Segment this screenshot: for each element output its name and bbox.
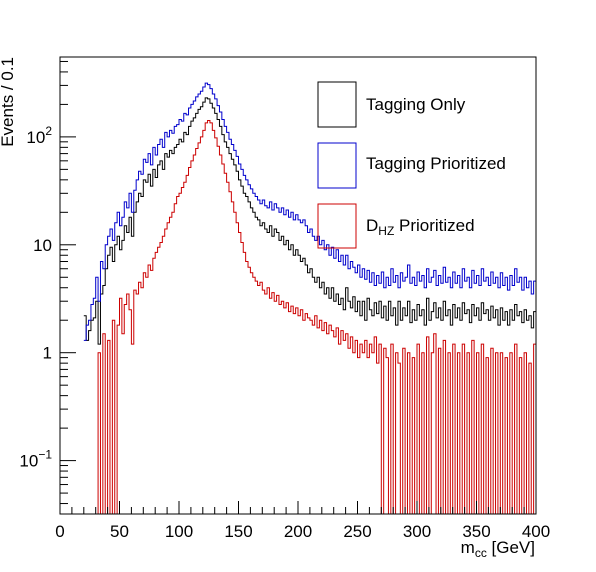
y-tick-label: 10 [33,236,52,255]
x-tick-label: 100 [165,522,193,541]
x-axis-title: mcc [GeV] [461,538,535,560]
x-tick-label: 0 [55,522,64,541]
x-tick-label: 150 [224,522,252,541]
x-tick-label: 200 [284,522,312,541]
legend-label-tagging-prioritized: Tagging Prioritized [366,154,506,173]
x-tick-label: 250 [343,522,371,541]
legend-label-tagging-only: Tagging Only [366,95,466,114]
y-tick-label: 1 [43,344,52,363]
x-tick-label: 300 [403,522,431,541]
x-tick-label: 50 [110,522,129,541]
y-axis-title: Events / 0.1 [0,57,17,147]
